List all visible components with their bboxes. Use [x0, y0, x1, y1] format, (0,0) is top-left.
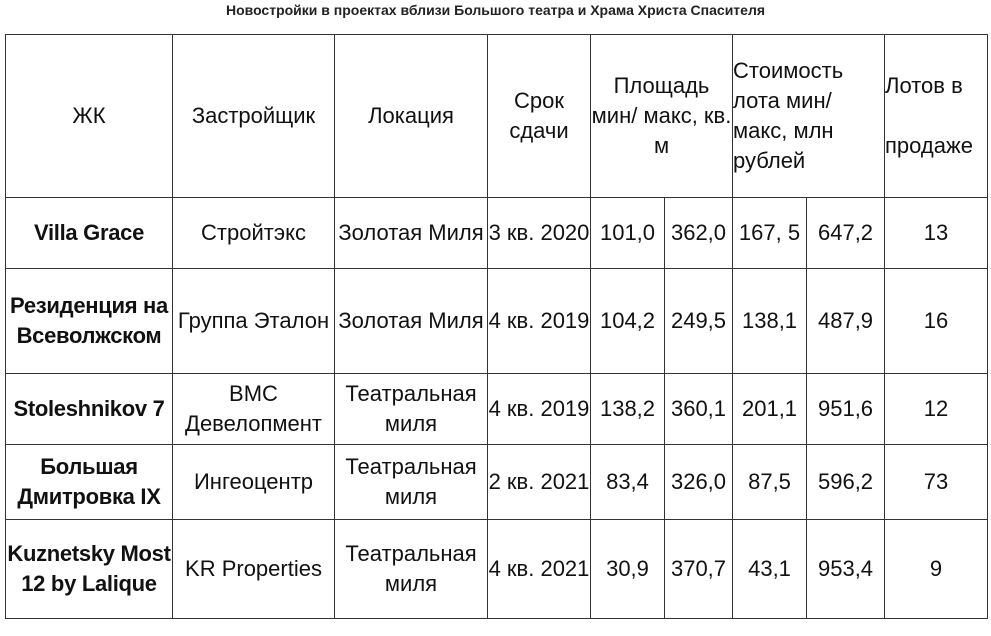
header-area: Площадь мин/ макс, кв. м — [589, 34, 734, 198]
cell-cost-min: 87,5 — [732, 444, 808, 520]
cell-cost-max: 647,2 — [806, 197, 886, 269]
cell-lots: 13 — [884, 197, 989, 269]
cell-cost-max: 596,2 — [806, 444, 886, 520]
header-developer: Застройщик — [172, 34, 335, 198]
cell-cost-min: 43,1 — [732, 519, 808, 619]
cell-cost-max: 951,6 — [806, 373, 886, 445]
cell-cost-min: 201,1 — [732, 373, 808, 445]
cell-area-min: 104,2 — [590, 268, 665, 374]
cell-location: Золотая Миля — [334, 268, 488, 374]
header-cost: Стоимость лота мин/макс, млн рублей — [732, 34, 886, 198]
cell-developer: BMC Девелопмент — [172, 373, 335, 445]
cell-deadline: 3 кв. 2020 — [487, 197, 591, 269]
table-row: Большая Дмитровка IX Ингеоцентр Театраль… — [5, 444, 989, 520]
cell-area-max: 370,7 — [663, 519, 734, 619]
header-location: Локация — [334, 34, 488, 198]
cell-complex: Резиденция на Всеволжском — [5, 268, 173, 374]
header-row: ЖК Застройщик Локация Срок сдачи Площадь… — [5, 34, 989, 198]
header-complex: ЖК — [5, 34, 173, 198]
table-row: Stoleshnikov 7 BMC Девелопмент Театральн… — [5, 373, 989, 445]
cell-deadline: 4 кв. 2019 — [487, 268, 591, 374]
cell-cost-max: 487,9 — [806, 268, 886, 374]
new-buildings-table: ЖК Застройщик Локация Срок сдачи Площадь… — [5, 34, 989, 619]
cell-complex: Большая Дмитровка IX — [5, 444, 173, 520]
cell-complex: Villa Grace — [5, 197, 173, 269]
cell-location: Золотая Миля — [334, 197, 488, 269]
cell-cost-min: 138,1 — [732, 268, 808, 374]
header-lots: Лотов в продаже — [884, 34, 989, 198]
cell-area-max: 249,5 — [663, 268, 734, 374]
table-row: Резиденция на Всеволжском Группа Эталон … — [5, 268, 989, 374]
cell-developer: Группа Эталон — [172, 268, 335, 374]
header-deadline: Срок сдачи — [487, 34, 591, 198]
cell-developer: Стройтэкс — [172, 197, 335, 269]
cell-area-min: 83,4 — [590, 444, 665, 520]
cell-location: Театральная миля — [334, 373, 488, 445]
cell-deadline: 4 кв. 2019 — [487, 373, 591, 445]
cell-deadline: 4 кв. 2021 — [487, 519, 591, 619]
cell-area-min: 30,9 — [590, 519, 665, 619]
cell-developer: KR Properties — [172, 519, 335, 619]
cell-developer: Ингеоцентр — [172, 444, 335, 520]
cell-location: Театральная миля — [334, 444, 488, 520]
cell-area-max: 326,0 — [663, 444, 734, 520]
cell-location: Театральная миля — [334, 519, 488, 619]
table-row: Villa Grace Стройтэкс Золотая Миля 3 кв.… — [5, 197, 989, 269]
cell-area-max: 360,1 — [663, 373, 734, 445]
cell-complex: Stoleshnikov 7 — [5, 373, 173, 445]
cell-lots: 9 — [884, 519, 989, 619]
table-row: Kuznetsky Most 12 by Lalique KR Properti… — [5, 519, 989, 619]
cell-cost-max: 953,4 — [806, 519, 886, 619]
cell-lots: 73 — [884, 444, 989, 520]
table-title: Новостройки в проектах вблизи Большого т… — [225, 2, 766, 18]
cell-complex: Kuznetsky Most 12 by Lalique — [5, 519, 173, 619]
cell-cost-min: 167, 5 — [732, 197, 808, 269]
cell-lots: 12 — [884, 373, 989, 445]
cell-area-min: 101,0 — [590, 197, 665, 269]
header-lots-line2: продаже — [885, 133, 973, 158]
cell-deadline: 2 кв. 2021 — [487, 444, 591, 520]
header-lots-line1: Лотов в — [885, 73, 963, 98]
cell-area-min: 138,2 — [590, 373, 665, 445]
cell-lots: 16 — [884, 268, 989, 374]
cell-area-max: 362,0 — [663, 197, 734, 269]
